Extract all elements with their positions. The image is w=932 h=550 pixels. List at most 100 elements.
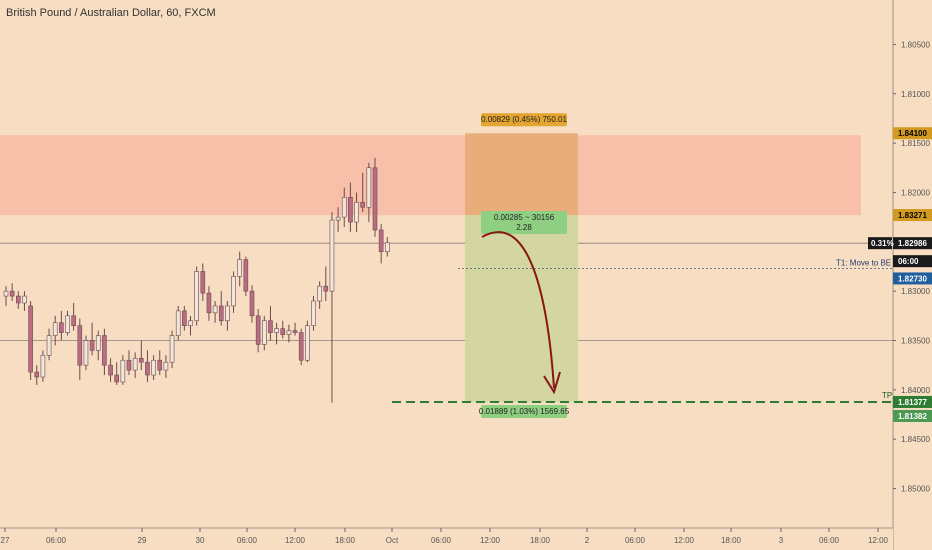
candle — [243, 259, 249, 292]
price-marker-label: 1.84100 — [898, 129, 927, 138]
time-tick-label: 18:00 — [335, 536, 356, 545]
candle — [255, 315, 261, 345]
candle — [329, 219, 335, 292]
candle — [348, 197, 353, 223]
candle — [261, 320, 267, 345]
candle — [194, 271, 199, 322]
candle — [286, 330, 292, 335]
price-marker-be — [893, 272, 932, 285]
candle — [292, 330, 298, 333]
candle — [163, 361, 169, 371]
candle — [212, 305, 218, 314]
stop-loss-zone — [465, 133, 578, 216]
candle — [95, 335, 101, 351]
price-tick-label: 1.83500 — [901, 336, 930, 345]
risk-reward-label-box — [481, 211, 567, 235]
resistance-zone — [0, 135, 861, 216]
time-tick-label: 18:00 — [721, 536, 742, 545]
time-tick-label: 06:00 — [625, 536, 646, 545]
candle — [139, 357, 144, 363]
candle — [169, 335, 175, 363]
candle — [40, 354, 46, 378]
candle — [341, 197, 347, 218]
candle — [206, 292, 212, 314]
change-badge — [868, 237, 892, 250]
price-marker-stop — [893, 127, 932, 140]
candle — [34, 371, 40, 378]
reward-label-box — [481, 404, 567, 418]
price-marker-label: 1.81382 — [898, 412, 927, 421]
candle — [366, 167, 372, 208]
candle — [354, 202, 359, 223]
price-marker-entry — [893, 209, 932, 222]
time-tick-label: 27 — [1, 536, 10, 545]
candle — [65, 315, 70, 333]
time-axis — [0, 528, 893, 550]
candle — [108, 364, 113, 376]
candle — [151, 359, 156, 376]
candle — [188, 320, 193, 326]
candle — [237, 259, 242, 277]
price-tick-label: 1.81000 — [901, 90, 930, 99]
price-marker-label: 1.81377 — [898, 398, 927, 407]
candle — [28, 305, 33, 373]
candle — [311, 300, 316, 326]
price-tick-label: 1.82000 — [901, 188, 930, 197]
price-marker-label: 1.82986 — [898, 239, 927, 248]
price-tick-label: 1.85000 — [901, 485, 930, 494]
candle — [114, 374, 119, 383]
candle — [200, 271, 206, 294]
candle — [372, 167, 378, 231]
time-tick-label: 12:00 — [868, 536, 889, 545]
forecast-arrow — [481, 231, 555, 389]
price-tick-label: 1.80500 — [901, 40, 930, 49]
time-tick-label: 12:00 — [674, 536, 695, 545]
price-marker-target — [893, 409, 932, 422]
candle — [9, 290, 15, 297]
time-tick-label: 06:00 — [431, 536, 452, 545]
candle — [175, 310, 181, 336]
candle — [249, 290, 255, 317]
time-tick-label: 12:00 — [480, 536, 501, 545]
price-marker-label: 1.82730 — [898, 274, 927, 283]
risk-label: 0.00829 (0.45%) 750.01 — [481, 115, 567, 124]
candle — [384, 242, 390, 252]
take-profit-zone — [465, 215, 578, 402]
chart-title: British Pound / Australian Dollar, 60, F… — [6, 7, 216, 19]
candle — [83, 340, 89, 366]
time-tick-label: 12:00 — [285, 536, 306, 545]
risk-reward-label: 0.00285 ~ 30156 — [494, 213, 555, 222]
time-tick-label: 06:00 — [46, 536, 67, 545]
price-marker-tp — [893, 395, 932, 408]
risk-label-box — [481, 113, 567, 127]
tp-label: TP — [882, 391, 892, 400]
candle — [89, 340, 95, 351]
price-tick-label: 1.83000 — [901, 287, 930, 296]
candle — [225, 305, 230, 322]
candle — [15, 295, 21, 304]
time-tick-label: 06:00 — [237, 536, 258, 545]
price-marker-time — [893, 255, 932, 268]
candle — [298, 332, 304, 361]
candle — [77, 325, 83, 366]
candle — [280, 328, 286, 335]
candle — [317, 285, 322, 302]
time-tick-label: 30 — [196, 536, 205, 545]
time-tick-label: 2 — [585, 536, 590, 545]
risk-reward-label: 2.28 — [516, 223, 532, 232]
candle — [182, 310, 187, 326]
candle — [157, 359, 163, 371]
time-tick-label: 3 — [779, 536, 784, 545]
time-tick-label: Oct — [386, 536, 399, 545]
candle — [126, 359, 132, 371]
candle — [59, 322, 64, 333]
price-tick-label: 1.84500 — [901, 435, 930, 444]
candle — [46, 335, 52, 356]
candle — [360, 202, 366, 208]
candle — [132, 357, 138, 371]
candle — [218, 305, 224, 322]
candle — [145, 361, 150, 376]
candle — [102, 335, 107, 366]
arrow-head-icon — [543, 371, 561, 395]
